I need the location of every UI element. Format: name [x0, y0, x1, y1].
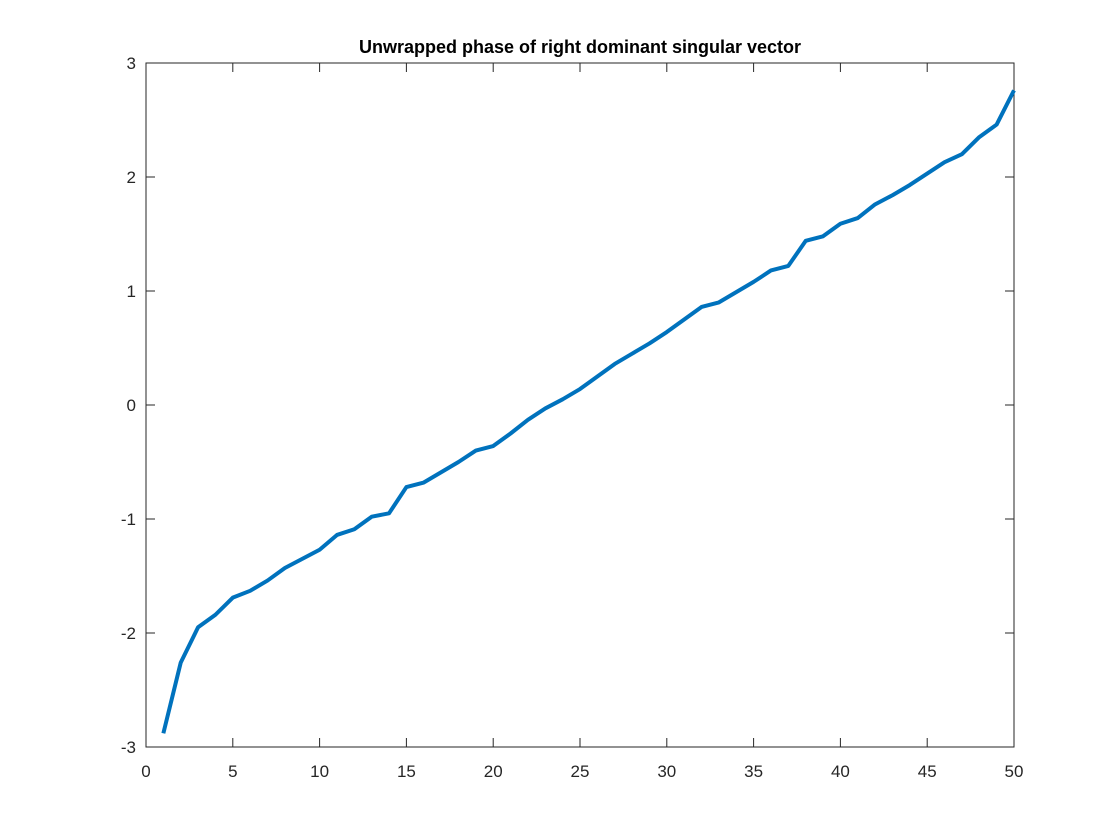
- x-tick-label: 0: [141, 762, 150, 781]
- y-tick-label: -1: [121, 510, 136, 529]
- x-tick-label: 10: [310, 762, 329, 781]
- x-tick-label: 35: [744, 762, 763, 781]
- series-group: [161, 89, 1016, 734]
- y-axis-tick-labels: -3 -2 -1 0 1 2 3: [121, 54, 136, 757]
- x-tick-label: 30: [657, 762, 676, 781]
- x-axis-tick-labels: 0 5 10 15 20 25 30 35 40 45 50: [141, 762, 1023, 781]
- y-tick-label: -2: [121, 624, 136, 643]
- x-axis-ticks: [145, 63, 1015, 747]
- x-tick-label: 15: [397, 762, 416, 781]
- series-line-0: [161, 89, 1016, 734]
- x-tick-label: 5: [228, 762, 237, 781]
- y-axis-ticks: [146, 62, 1014, 748]
- y-tick-label: 3: [127, 54, 136, 73]
- y-tick-label: 0: [127, 396, 136, 415]
- x-tick-label: 40: [831, 762, 850, 781]
- y-tick-label: 1: [127, 282, 136, 301]
- chart-title: Unwrapped phase of right dominant singul…: [359, 37, 801, 57]
- y-tick-label: 2: [127, 168, 136, 187]
- x-tick-label: 45: [918, 762, 937, 781]
- x-tick-label: 25: [571, 762, 590, 781]
- plot-area: 0 5 10 15 20 25 30 35 40 45 50 -3 -2 -1 0 1 2 3: [121, 54, 1024, 781]
- x-tick-label: 50: [1005, 762, 1024, 781]
- y-tick-label: -3: [121, 738, 136, 757]
- x-tick-label: 20: [484, 762, 503, 781]
